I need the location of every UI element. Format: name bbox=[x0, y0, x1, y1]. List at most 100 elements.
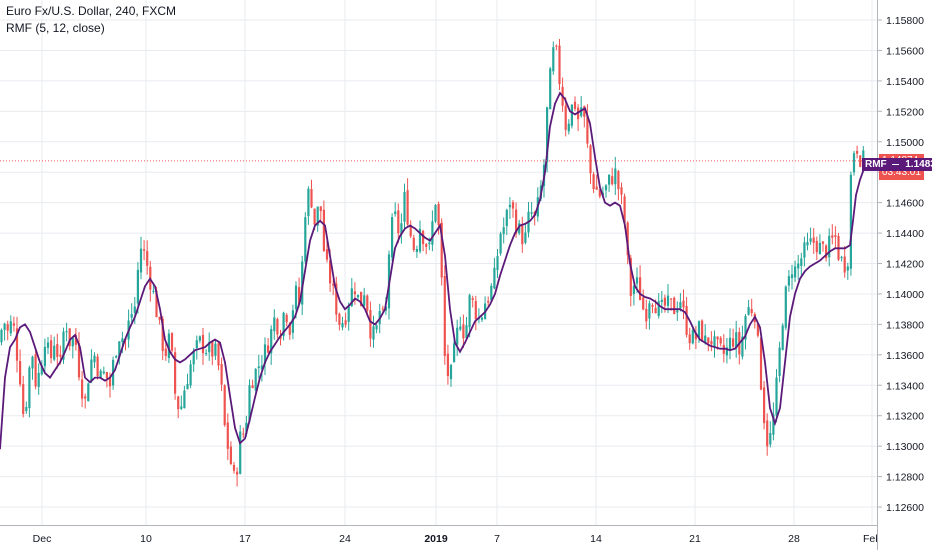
time-tick-label: 17 bbox=[239, 533, 251, 545]
candle-body bbox=[800, 258, 803, 267]
candle-body bbox=[775, 377, 778, 416]
candle-body bbox=[508, 204, 511, 208]
candle-body bbox=[115, 356, 118, 358]
candle-body bbox=[220, 364, 223, 385]
candle-body bbox=[530, 212, 533, 214]
candle-body bbox=[248, 385, 251, 422]
candle-body bbox=[62, 331, 65, 360]
candle-body bbox=[794, 266, 797, 278]
candle-body bbox=[239, 431, 242, 474]
candle-body bbox=[592, 174, 595, 190]
candle-body bbox=[725, 347, 728, 356]
candle-body bbox=[629, 258, 632, 296]
candle-body bbox=[174, 352, 177, 394]
candle-body bbox=[108, 376, 112, 387]
candle-body bbox=[790, 274, 794, 279]
candle-body bbox=[859, 155, 862, 167]
candle-body bbox=[307, 188, 310, 217]
candle-body bbox=[356, 294, 360, 298]
candle-body bbox=[589, 145, 592, 174]
candle-body bbox=[657, 301, 660, 316]
candle-body bbox=[676, 310, 679, 313]
grid-lines bbox=[0, 0, 877, 525]
candle-body bbox=[276, 319, 279, 335]
price-chart[interactable] bbox=[0, 0, 877, 525]
candle-body bbox=[19, 361, 22, 385]
candle-body bbox=[347, 305, 350, 322]
candle-body bbox=[626, 222, 629, 256]
candle-body bbox=[471, 298, 474, 300]
candle-body bbox=[136, 269, 139, 304]
candle-body bbox=[31, 356, 34, 369]
candle-body bbox=[363, 295, 366, 306]
time-axis[interactable]: Dec 10 17 24 2019 7 14 21 28 Feb bbox=[0, 525, 881, 550]
candle-body bbox=[499, 233, 502, 254]
candle-body bbox=[818, 242, 821, 255]
candle-body bbox=[152, 290, 155, 292]
candle-body bbox=[0, 329, 3, 343]
candle-body bbox=[688, 334, 691, 344]
candle-body bbox=[704, 335, 707, 343]
candle-body bbox=[360, 291, 363, 307]
candle-body bbox=[406, 190, 409, 225]
candle-body bbox=[806, 242, 809, 246]
candle-body bbox=[195, 340, 198, 349]
candle-body bbox=[40, 365, 43, 375]
candle-body bbox=[422, 230, 425, 245]
candle-body bbox=[369, 310, 372, 339]
candle-body bbox=[37, 372, 40, 387]
candle-body bbox=[654, 307, 657, 314]
price-axis[interactable]: 1.15800 1.15600 1.15400 1.15200 1.15000 1.148… bbox=[877, 0, 932, 550]
candle-body bbox=[834, 235, 837, 237]
time-tick-label: 2019 bbox=[424, 533, 448, 545]
candle-body bbox=[549, 68, 552, 110]
rmf-line bbox=[0, 91, 866, 450]
candle-body bbox=[456, 327, 459, 345]
candle-body bbox=[821, 241, 825, 244]
chart-area[interactable]: Euro Fx/U.S. Dollar, 240, FXCM RMF (5, 1… bbox=[0, 0, 877, 525]
chart-legend-title[interactable]: Euro Fx/U.S. Dollar, 240, FXCM bbox=[6, 4, 177, 18]
candle-body bbox=[480, 317, 484, 320]
candle-body bbox=[583, 106, 586, 117]
candle-body bbox=[217, 343, 220, 366]
candle-body bbox=[642, 297, 645, 310]
candle-body bbox=[99, 370, 102, 379]
candle-body bbox=[573, 101, 577, 109]
candle-body bbox=[118, 341, 121, 358]
time-tick-label: 28 bbox=[788, 533, 800, 545]
candle-body bbox=[288, 323, 291, 335]
candle-body bbox=[449, 364, 453, 380]
candle-body bbox=[232, 464, 236, 471]
candle-body bbox=[236, 471, 239, 475]
candle-body bbox=[719, 337, 722, 344]
candle-body bbox=[366, 295, 369, 311]
price-tick-label: 1.14400 bbox=[886, 228, 924, 240]
candle-body bbox=[617, 171, 620, 190]
candle-body bbox=[809, 238, 812, 242]
price-tick-label: 1.15800 bbox=[886, 15, 924, 27]
candle-body bbox=[273, 317, 276, 332]
candle-body bbox=[68, 328, 71, 347]
indicator-legend[interactable]: RMF (5, 12, close) bbox=[6, 21, 105, 35]
candle-body bbox=[778, 347, 781, 376]
candle-body bbox=[784, 286, 787, 328]
candle-body bbox=[59, 354, 62, 357]
candle-body bbox=[558, 45, 561, 85]
candle-body bbox=[22, 384, 25, 415]
candle-body bbox=[608, 174, 611, 185]
candle-body bbox=[146, 251, 149, 266]
candle-body bbox=[198, 336, 201, 341]
candle-body bbox=[77, 343, 81, 378]
candle-body bbox=[735, 332, 738, 349]
candle-body bbox=[164, 348, 167, 357]
candle-body bbox=[756, 323, 759, 336]
candle-body bbox=[90, 359, 93, 382]
candle-body bbox=[670, 298, 673, 300]
candle-body bbox=[502, 227, 505, 235]
candle-body bbox=[490, 285, 493, 301]
candle-body bbox=[846, 266, 849, 271]
candle-body bbox=[546, 107, 549, 163]
candle-body bbox=[325, 249, 329, 260]
candle-body bbox=[43, 346, 46, 367]
candle-body bbox=[282, 312, 285, 337]
